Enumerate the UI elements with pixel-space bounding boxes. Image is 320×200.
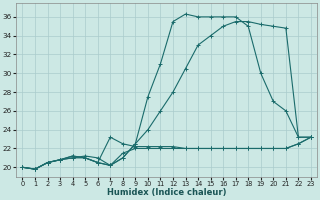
X-axis label: Humidex (Indice chaleur): Humidex (Indice chaleur) xyxy=(107,188,227,197)
